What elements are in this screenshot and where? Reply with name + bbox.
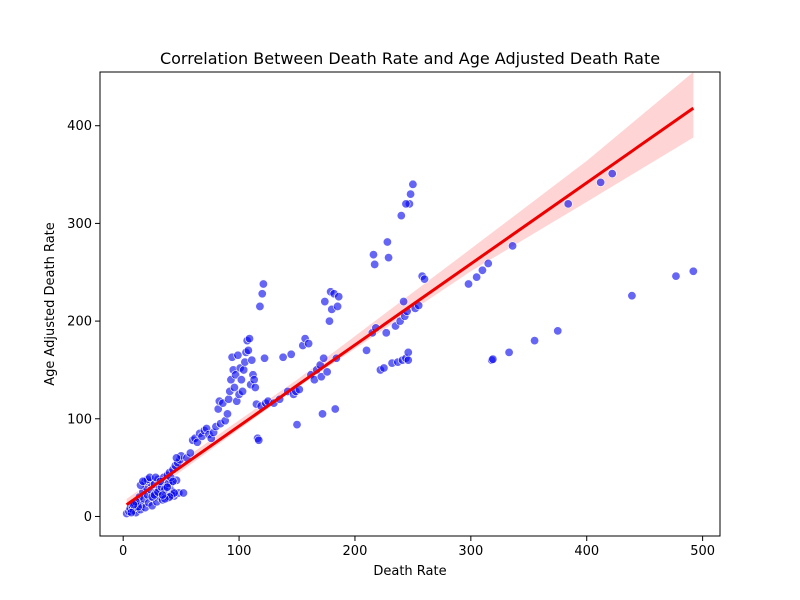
x-axis-label: Death Rate — [373, 564, 446, 579]
x-tick-label: 300 — [458, 544, 483, 559]
data-point — [324, 316, 334, 326]
x-tick-label: 500 — [690, 544, 715, 559]
regression-line — [125, 106, 695, 506]
data-point — [286, 349, 296, 359]
data-point — [362, 345, 372, 355]
data-point — [138, 476, 148, 486]
y-axis-label: Age Adjusted Death Rate — [43, 222, 58, 386]
data-point — [408, 179, 418, 189]
data-point — [318, 409, 328, 419]
x-tick-label: 100 — [227, 544, 252, 559]
data-point — [334, 292, 344, 302]
data-point — [278, 352, 288, 362]
data-point — [239, 365, 249, 375]
data-point — [370, 259, 380, 269]
data-point — [553, 326, 563, 336]
data-point — [185, 448, 195, 458]
data-point — [379, 363, 389, 373]
data-point — [192, 437, 202, 447]
data-point — [292, 420, 302, 430]
data-point — [396, 211, 406, 221]
x-tick-label: 200 — [343, 544, 368, 559]
data-point — [236, 375, 246, 385]
data-point — [488, 354, 498, 364]
data-point — [483, 258, 493, 268]
data-point — [260, 353, 270, 363]
data-point — [126, 508, 136, 518]
data-point — [319, 353, 329, 363]
data-point — [333, 301, 343, 311]
y-tick-label: 200 — [67, 315, 92, 330]
data-point — [464, 279, 474, 289]
data-point — [406, 189, 416, 199]
data-point — [244, 334, 254, 344]
data-point — [607, 169, 617, 179]
data-point — [171, 453, 181, 463]
y-tick-label: 0 — [84, 510, 92, 525]
plot-frame — [99, 71, 721, 537]
data-point — [530, 336, 540, 346]
x-axis-ticks: 0 100 200 300 400 500 — [119, 536, 715, 559]
chart-title: Correlation Between Death Rate and Age A… — [160, 49, 660, 68]
data-point — [229, 383, 239, 393]
data-point — [168, 476, 178, 486]
data-point — [243, 345, 253, 355]
data-point — [222, 409, 232, 419]
data-point — [596, 177, 606, 187]
data-point — [419, 274, 429, 284]
data-point — [322, 367, 332, 377]
data-points — [122, 169, 698, 519]
data-point — [563, 199, 573, 209]
data-point — [304, 339, 314, 349]
data-point — [247, 355, 257, 365]
data-point — [316, 372, 326, 382]
data-point — [231, 370, 241, 380]
data-point — [504, 347, 514, 357]
data-point — [233, 350, 243, 360]
data-point — [381, 328, 391, 338]
data-point — [688, 266, 698, 276]
data-point — [320, 297, 330, 307]
data-point — [162, 482, 172, 492]
data-point — [258, 279, 268, 289]
x-tick-label: 400 — [574, 544, 599, 559]
data-point — [255, 301, 265, 311]
data-point — [671, 271, 681, 281]
data-point — [508, 241, 518, 251]
y-tick-label: 100 — [67, 412, 92, 427]
y-tick-label: 300 — [67, 217, 92, 232]
data-point — [158, 490, 168, 500]
data-point — [401, 199, 411, 209]
data-point — [472, 272, 482, 282]
data-point — [403, 347, 413, 357]
data-point — [224, 394, 234, 404]
data-point — [399, 297, 409, 307]
x-tick-label: 0 — [119, 544, 127, 559]
data-point — [368, 250, 378, 260]
y-axis-ticks: 0 100 200 300 400 — [67, 119, 100, 525]
data-point — [250, 383, 260, 393]
data-point — [249, 375, 259, 385]
data-point — [477, 265, 487, 275]
data-point — [178, 488, 188, 498]
data-point — [257, 289, 267, 299]
data-point — [382, 237, 392, 247]
data-point — [627, 291, 637, 301]
y-tick-label: 400 — [67, 119, 92, 134]
data-point — [238, 386, 248, 396]
data-point — [330, 404, 340, 414]
data-point — [254, 435, 264, 445]
data-point — [403, 355, 413, 365]
data-point — [384, 253, 394, 263]
